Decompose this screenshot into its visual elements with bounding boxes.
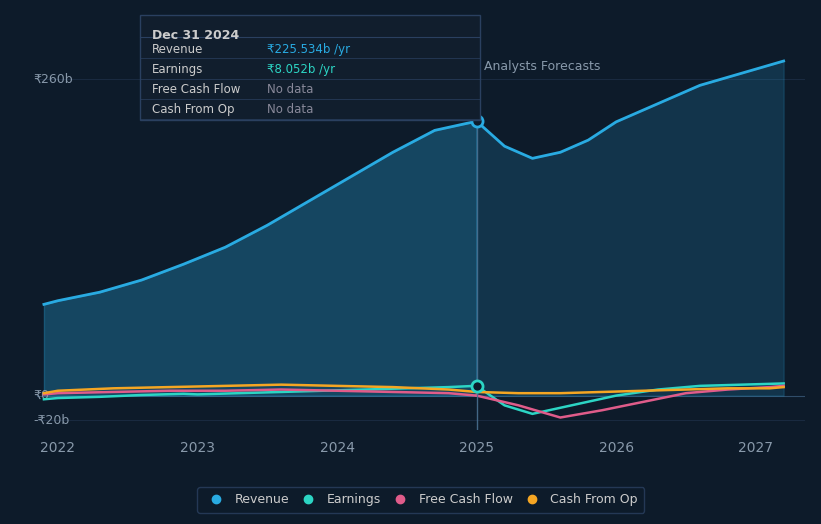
Text: Revenue: Revenue: [153, 43, 204, 56]
Text: ₹260b: ₹260b: [33, 73, 73, 86]
Text: Dec 31 2024: Dec 31 2024: [153, 29, 240, 42]
Text: Analysts Forecasts: Analysts Forecasts: [484, 60, 601, 73]
Text: Earnings: Earnings: [153, 63, 204, 76]
Text: Past: Past: [438, 60, 469, 73]
Text: ₹8.052b /yr: ₹8.052b /yr: [268, 63, 336, 76]
Text: Free Cash Flow: Free Cash Flow: [153, 83, 241, 96]
Text: No data: No data: [268, 83, 314, 96]
Text: No data: No data: [268, 103, 314, 116]
Text: ₹0: ₹0: [33, 389, 49, 402]
Legend: Revenue, Earnings, Free Cash Flow, Cash From Op: Revenue, Earnings, Free Cash Flow, Cash …: [197, 487, 644, 512]
Text: -₹20b: -₹20b: [33, 413, 69, 427]
Text: Cash From Op: Cash From Op: [153, 103, 235, 116]
Text: ₹225.534b /yr: ₹225.534b /yr: [268, 43, 351, 56]
